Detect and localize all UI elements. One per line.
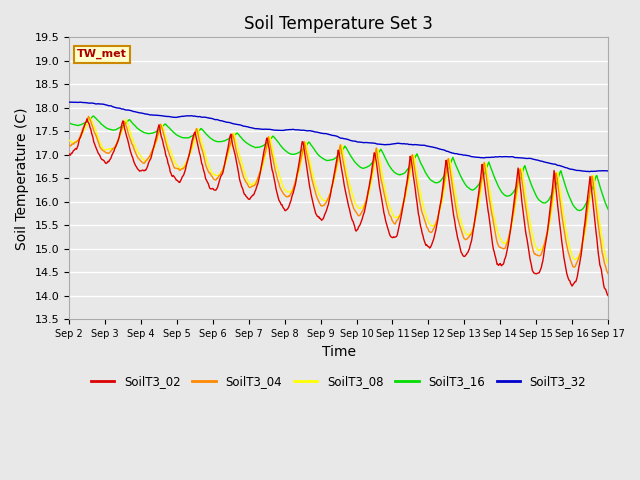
Text: TW_met: TW_met	[77, 49, 127, 60]
Y-axis label: Soil Temperature (C): Soil Temperature (C)	[15, 107, 29, 250]
X-axis label: Time: Time	[321, 345, 356, 359]
Legend: SoilT3_02, SoilT3_04, SoilT3_08, SoilT3_16, SoilT3_32: SoilT3_02, SoilT3_04, SoilT3_08, SoilT3_…	[86, 370, 591, 393]
Title: Soil Temperature Set 3: Soil Temperature Set 3	[244, 15, 433, 33]
